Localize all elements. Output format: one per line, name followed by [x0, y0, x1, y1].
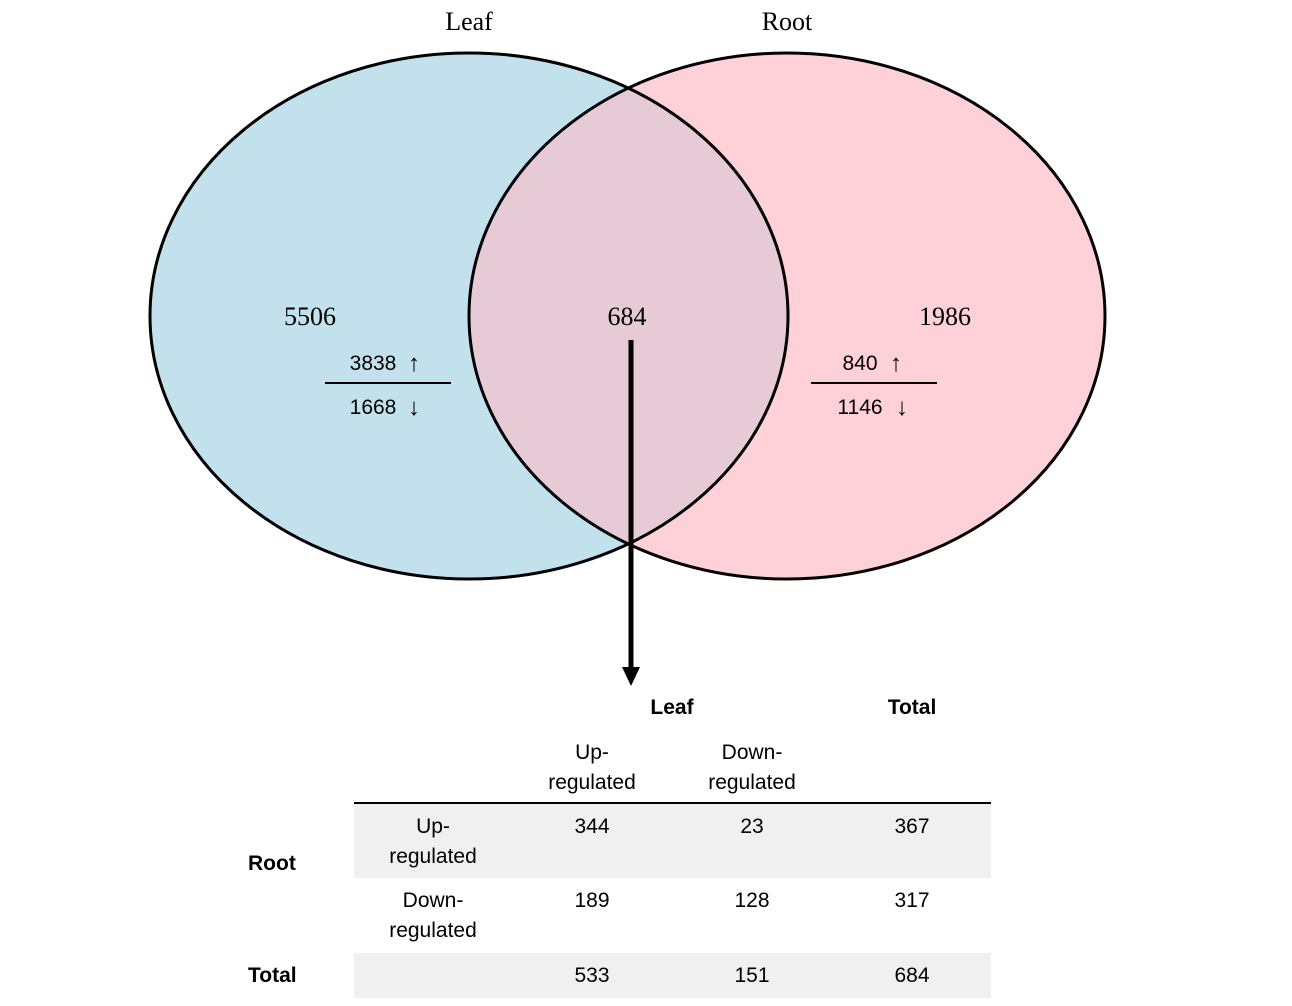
root-down-count: 1146 — [837, 396, 882, 419]
root-down-arrow: ↓ — [896, 394, 908, 421]
cell-down-down: 128 — [734, 889, 770, 912]
total-row-label: Total — [248, 964, 297, 987]
total-all: 684 — [894, 964, 930, 987]
cell-up-up: 344 — [574, 815, 610, 838]
row-label-down: Down- regulated — [389, 889, 477, 942]
intersection-count: 684 — [608, 302, 647, 331]
cell-down-total: 317 — [894, 889, 930, 912]
root-set-outline — [467, 51, 1107, 581]
leaf-up-arrow: ↑ — [408, 350, 420, 377]
table-total-header: Total — [887, 696, 937, 719]
col-header-down: Down- regulated — [708, 741, 796, 794]
leaf-down-arrow: ↓ — [408, 394, 420, 421]
cell-up-down: 23 — [740, 815, 764, 838]
root-up-arrow: ↑ — [890, 350, 902, 377]
root-set-title: Root — [762, 7, 813, 36]
table-root-header: Root — [248, 852, 296, 875]
root-up-count: 840 — [842, 352, 877, 375]
root-only-count: 1986 — [919, 302, 971, 331]
row-label-up: Up- regulated — [389, 815, 477, 868]
leaf-only-count: 5506 — [284, 302, 336, 331]
col-header-up: Up- regulated — [548, 741, 636, 794]
leaf-down-count: 1668 — [350, 396, 397, 419]
table-header-rule — [354, 802, 991, 804]
table-leaf-header: Leaf — [650, 696, 694, 719]
cell-up-total: 367 — [894, 815, 930, 838]
total-up: 533 — [574, 964, 610, 987]
table-total-band — [354, 953, 991, 998]
leaf-set-outline — [148, 51, 790, 581]
intersection-arrow-head — [622, 667, 640, 686]
leaf-up-count: 3838 — [350, 352, 397, 375]
leaf-set-title: Leaf — [445, 7, 493, 36]
table-row-band — [354, 804, 991, 878]
total-down: 151 — [734, 964, 770, 987]
cell-down-up: 189 — [574, 889, 610, 912]
